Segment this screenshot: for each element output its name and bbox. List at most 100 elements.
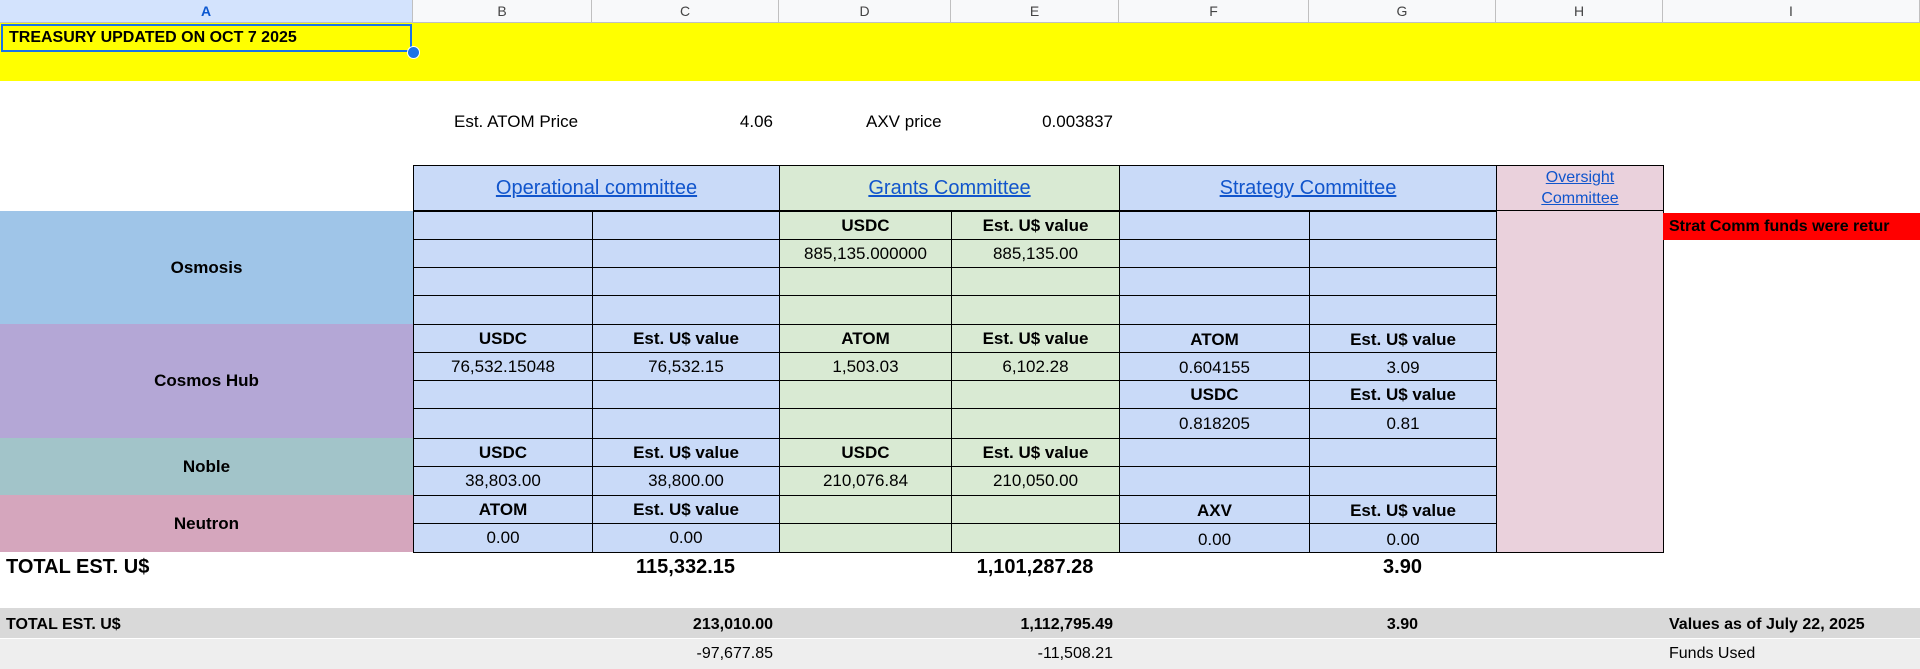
chain-label-cosmos-hub: Cosmos Hub (0, 324, 413, 438)
osmosis-op-cell[interactable] (592, 239, 780, 268)
hub-op-cell[interactable] (592, 408, 780, 439)
hub-op-cell[interactable] (413, 408, 593, 439)
osmosis-strat-cell[interactable] (1119, 239, 1310, 268)
hub-strat-value[interactable]: 0.818205 (1119, 408, 1310, 439)
osmosis-grants-cell[interactable] (779, 267, 952, 296)
osmosis-op-cell[interactable] (413, 239, 593, 268)
hub-op-header[interactable]: Est. U$ value (592, 324, 780, 353)
noble-op-value[interactable]: 38,803.00 (413, 466, 593, 496)
osmosis-op-cell[interactable] (592, 267, 780, 296)
hub-grants-header[interactable]: Est. U$ value (951, 324, 1120, 353)
hub-grants-cell[interactable] (951, 408, 1120, 439)
oversight-committee-link-line1[interactable]: Oversight (1545, 169, 1615, 186)
hub-grants-cell[interactable] (951, 380, 1120, 409)
osmosis-op-cell[interactable] (413, 211, 593, 240)
osmosis-op-cell[interactable] (592, 295, 780, 325)
hub-grants-header[interactable]: ATOM (779, 324, 952, 353)
oversight-committee-link-line2[interactable]: Committee (1541, 190, 1619, 207)
banner-row (0, 23, 1920, 81)
noble-strat-cell[interactable] (1309, 466, 1497, 496)
column-header-i[interactable]: I (1663, 0, 1920, 23)
noble-strat-cell[interactable] (1119, 438, 1310, 467)
neutron-grants-cell[interactable] (779, 523, 952, 553)
osmosis-strat-cell[interactable] (1309, 211, 1497, 240)
operational-committee-header: Operational committee (413, 165, 780, 211)
osmosis-grants-value[interactable]: 885,135.00 (951, 239, 1120, 268)
banner-title-cell[interactable]: TREASURY UPDATED ON OCT 7 2025 (1, 24, 412, 52)
grants-committee-link[interactable]: Grants Committee (868, 176, 1031, 199)
hub-strat-value[interactable]: 0.81 (1309, 408, 1497, 439)
neutron-strat-header[interactable]: AXV (1119, 495, 1310, 524)
noble-grants-value[interactable]: 210,050.00 (951, 466, 1120, 496)
column-header-c[interactable]: C (592, 0, 779, 23)
neutron-op-value[interactable]: 0.00 (592, 523, 780, 553)
axv-price-label: AXV price (866, 112, 942, 131)
noble-strat-cell[interactable] (1119, 466, 1310, 496)
osmosis-strat-cell[interactable] (1119, 267, 1310, 296)
column-header-f[interactable]: F (1119, 0, 1309, 23)
osmosis-op-cell[interactable] (592, 211, 780, 240)
osmosis-grants-value[interactable]: 885,135.000000 (779, 239, 952, 268)
neutron-grants-cell[interactable] (951, 495, 1120, 524)
osmosis-strat-cell[interactable] (1309, 295, 1497, 325)
hub-op-cell[interactable] (413, 380, 593, 409)
neutron-op-header[interactable]: ATOM (413, 495, 593, 524)
noble-grants-header[interactable]: Est. U$ value (951, 438, 1120, 467)
neutron-op-header[interactable]: Est. U$ value (592, 495, 780, 524)
neutron-strat-value[interactable]: 0.00 (1309, 523, 1497, 553)
hub-op-value[interactable]: 76,532.15 (592, 352, 780, 381)
osmosis-op-cell[interactable] (413, 295, 593, 325)
hub-op-cell[interactable] (592, 380, 780, 409)
strategy-committee-link[interactable]: Strategy Committee (1219, 176, 1397, 199)
osmosis-grants-cell[interactable] (951, 267, 1120, 296)
total-label: TOTAL EST. U$ (6, 555, 150, 578)
noble-grants-header[interactable]: USDC (779, 438, 952, 467)
hub-grants-value[interactable]: 1,503.03 (779, 352, 952, 381)
osmosis-strat-cell[interactable] (1119, 211, 1310, 240)
neutron-grants-cell[interactable] (951, 523, 1120, 553)
noble-op-header[interactable]: USDC (413, 438, 593, 467)
hub-strat-header[interactable]: USDC (1119, 380, 1310, 409)
osmosis-grants-header[interactable]: Est. U$ value (951, 211, 1120, 240)
previous-total-label: TOTAL EST. U$ (6, 616, 121, 633)
hub-op-value[interactable]: 76,532.15048 (413, 352, 593, 381)
osmosis-grants-cell[interactable] (951, 295, 1120, 325)
noble-grants-value[interactable]: 210,076.84 (779, 466, 952, 496)
neutron-strat-header[interactable]: Est. U$ value (1309, 495, 1497, 524)
column-header-d[interactable]: D (779, 0, 951, 23)
strat-comm-note[interactable]: Strat Comm funds were retur (1663, 213, 1920, 240)
osmosis-strat-cell[interactable] (1119, 295, 1310, 325)
selection-handle[interactable] (407, 46, 420, 59)
neutron-strat-value[interactable]: 0.00 (1119, 523, 1310, 553)
column-header-a[interactable]: A (0, 0, 413, 23)
hub-grants-value[interactable]: 6,102.28 (951, 352, 1120, 381)
hub-op-header[interactable]: USDC (413, 324, 593, 353)
column-header-e[interactable]: E (951, 0, 1119, 23)
hub-strat-value[interactable]: 0.604155 (1119, 352, 1310, 381)
column-header-b[interactable]: B (413, 0, 592, 23)
operational-funds-used: -97,677.85 (696, 645, 773, 662)
osmosis-grants-header[interactable]: USDC (779, 211, 952, 240)
hub-strat-header[interactable]: ATOM (1119, 324, 1310, 353)
neutron-grants-cell[interactable] (779, 495, 952, 524)
hub-strat-value[interactable]: 3.09 (1309, 352, 1497, 381)
noble-strat-cell[interactable] (1309, 438, 1497, 467)
osmosis-strat-cell[interactable] (1309, 239, 1497, 268)
chain-label-noble: Noble (0, 438, 413, 495)
column-header-h[interactable]: H (1496, 0, 1663, 23)
neutron-op-value[interactable]: 0.00 (413, 523, 593, 553)
hub-strat-header[interactable]: Est. U$ value (1309, 380, 1497, 409)
noble-op-header[interactable]: Est. U$ value (592, 438, 780, 467)
hub-grants-cell[interactable] (779, 380, 952, 409)
noble-op-value[interactable]: 38,800.00 (592, 466, 780, 496)
grants-committee-header: Grants Committee (779, 165, 1120, 211)
osmosis-op-cell[interactable] (413, 267, 593, 296)
hub-strat-header[interactable]: Est. U$ value (1309, 324, 1497, 353)
oversight-committee-header: Oversight Committee (1496, 165, 1664, 211)
strategy-committee-header: Strategy Committee (1119, 165, 1497, 211)
osmosis-strat-cell[interactable] (1309, 267, 1497, 296)
osmosis-grants-cell[interactable] (779, 295, 952, 325)
operational-committee-link[interactable]: Operational committee (495, 176, 698, 199)
column-header-g[interactable]: G (1309, 0, 1496, 23)
hub-grants-cell[interactable] (779, 408, 952, 439)
